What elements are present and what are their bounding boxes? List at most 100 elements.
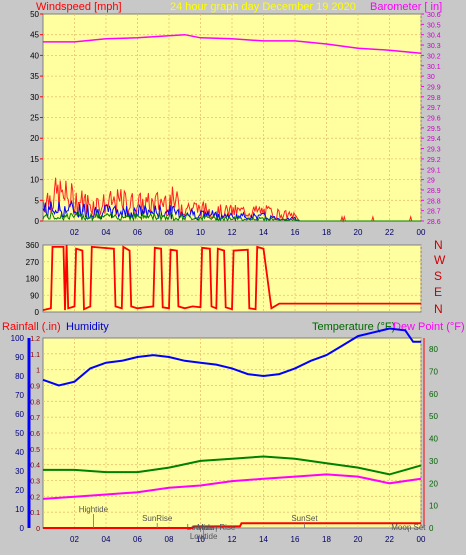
rain-y-tick-label: 1.1 [30, 352, 40, 359]
humidity-y-tick-label: 40 [15, 448, 24, 457]
rain-y-tick-label: 0.4 [30, 463, 40, 470]
event-label: SunSet [291, 514, 318, 523]
baro-y-tick-label: 29.3 [427, 147, 441, 154]
wind-x-tick-label: 08 [165, 228, 174, 237]
rain-y-tick-label: 0.7 [30, 415, 40, 422]
event-label: Lowtide [190, 532, 218, 541]
baro-y-tick-label: 29.4 [427, 136, 441, 143]
wind-y-tick-label: 5 [35, 196, 40, 205]
rain-y-tick-label: 1.2 [30, 336, 40, 343]
humidity-y-tick-label: 20 [15, 486, 24, 495]
temperature-axis-label: Temperature (°F) [312, 321, 395, 333]
wind-y-tick-label: 50 [30, 10, 39, 19]
rain-y-tick-label: 0.2 [30, 494, 40, 501]
humidity-y-tick-label: 60 [15, 410, 24, 419]
temp-x-tick-label: 02 [70, 535, 79, 544]
temp-y-tick-label: 60 [429, 390, 438, 399]
temp-x-tick-label: 18 [322, 535, 331, 544]
barometer-axis-label: Barometer [ in] [370, 1, 442, 13]
humidity-y-tick-label: 90 [15, 353, 24, 362]
baro-y-tick-label: 29.8 [427, 95, 441, 102]
wind-y-tick-label: 15 [30, 155, 39, 164]
humidity-y-tick-label: 70 [15, 391, 24, 400]
baro-y-tick-label: 29.7 [427, 105, 441, 112]
temp-y-tick-label: 80 [429, 345, 438, 354]
temp-x-tick-label: 14 [259, 535, 268, 544]
dewpoint-series [42, 473, 422, 500]
humidity-y-tick-label: 100 [11, 334, 25, 343]
direction-y-tick-label: 0 [35, 308, 40, 317]
baro-y-tick-label: 29.6 [427, 116, 441, 123]
barometer-series [43, 33, 422, 55]
wind-y-tick-label: 10 [30, 176, 39, 185]
direction-label-n-bottom: N [434, 302, 443, 316]
direction-label-n-top: N [434, 238, 443, 252]
temp-y-tick-label: 10 [429, 502, 438, 511]
graph-title: 24 hour graph day December 19 2020 [170, 1, 356, 13]
event-label: Lowtide [187, 523, 215, 532]
temp-x-tick-label: 04 [102, 535, 111, 544]
direction-y-tick-label: 270 [26, 258, 40, 267]
humidity-y-tick-label: 0 [20, 524, 25, 533]
baro-y-tick-label: 30.3 [427, 43, 441, 50]
temp-x-tick-label: 12 [228, 535, 237, 544]
direction-label-s: S [434, 269, 442, 283]
windspeed-axis-label: Windspeed [mph] [36, 1, 122, 13]
rain-y-tick-label: 0.8 [30, 399, 40, 406]
temp-x-tick-label: 20 [354, 535, 363, 544]
wind-y-tick-label: 25 [30, 114, 39, 123]
wind-y-tick-label: 40 [30, 51, 39, 60]
humidity-axis-label: Humidity [66, 321, 109, 333]
direction-y-tick-label: 90 [30, 291, 39, 300]
rain-y-tick-label: 1 [36, 368, 40, 375]
wind-x-tick-label: 20 [354, 228, 363, 237]
baro-y-tick-label: 28.7 [427, 209, 441, 216]
wind-x-tick-label: 04 [102, 228, 111, 237]
humidity-y-tick-label: 10 [15, 505, 24, 514]
rain-y-tick-label: 0.9 [30, 384, 40, 391]
event-label: Moon Set [391, 523, 426, 532]
temp-x-tick-label: 00 [417, 535, 426, 544]
baro-y-tick-label: 30.6 [427, 12, 441, 19]
baro-y-tick-label: 29 [427, 178, 435, 185]
direction-label-w: W [434, 253, 446, 267]
rain-y-tick-label: 0.5 [30, 447, 40, 454]
wind-y-tick-label: 45 [30, 31, 39, 40]
dewpoint-axis-label: Dew Point (°F) [393, 321, 465, 333]
wind-x-tick-label: 00 [417, 228, 426, 237]
wind-x-tick-label: 06 [133, 228, 142, 237]
direction-y-tick-label: 360 [26, 241, 40, 250]
rainfall-axis-label: Rainfall (.in) [2, 321, 61, 333]
temp-x-tick-label: 08 [165, 535, 174, 544]
baro-y-tick-label: 30.2 [427, 53, 441, 60]
event-label: Hightide [79, 505, 109, 514]
rainfall-series [43, 522, 421, 529]
temp-x-tick-label: 22 [385, 535, 394, 544]
event-label: SunRise [142, 514, 173, 523]
direction-y-tick-label: 180 [26, 275, 40, 284]
temperature-series [43, 455, 422, 476]
direction-label-e: E [434, 285, 442, 299]
temp-y-tick-label: 30 [429, 457, 438, 466]
wind-x-tick-label: 14 [259, 228, 268, 237]
rain-y-tick-label: 0.6 [30, 431, 40, 438]
rain-y-tick-label: 0.3 [30, 479, 40, 486]
wind-x-tick-label: 18 [322, 228, 331, 237]
temp-x-tick-label: 16 [291, 535, 300, 544]
baro-y-tick-label: 30 [427, 74, 435, 81]
wind-x-tick-label: 10 [196, 228, 205, 237]
baro-y-tick-label: 29.2 [427, 157, 441, 164]
humidity-y-tick-label: 30 [15, 467, 24, 476]
rain-y-tick-label: 0.1 [30, 510, 40, 517]
wind-x-tick-label: 16 [291, 228, 300, 237]
event-label: Moon Rise [197, 523, 236, 532]
humidity-y-tick-label: 50 [15, 429, 24, 438]
baro-y-tick-label: 28.6 [427, 219, 441, 226]
temp-y-tick-label: 0 [429, 524, 434, 533]
wind-y-tick-label: 20 [30, 134, 39, 143]
wind-direction-series [42, 244, 421, 311]
baro-y-tick-label: 29.5 [427, 126, 441, 133]
temp-x-tick-label: 06 [133, 535, 142, 544]
baro-y-tick-label: 30.1 [427, 64, 441, 71]
